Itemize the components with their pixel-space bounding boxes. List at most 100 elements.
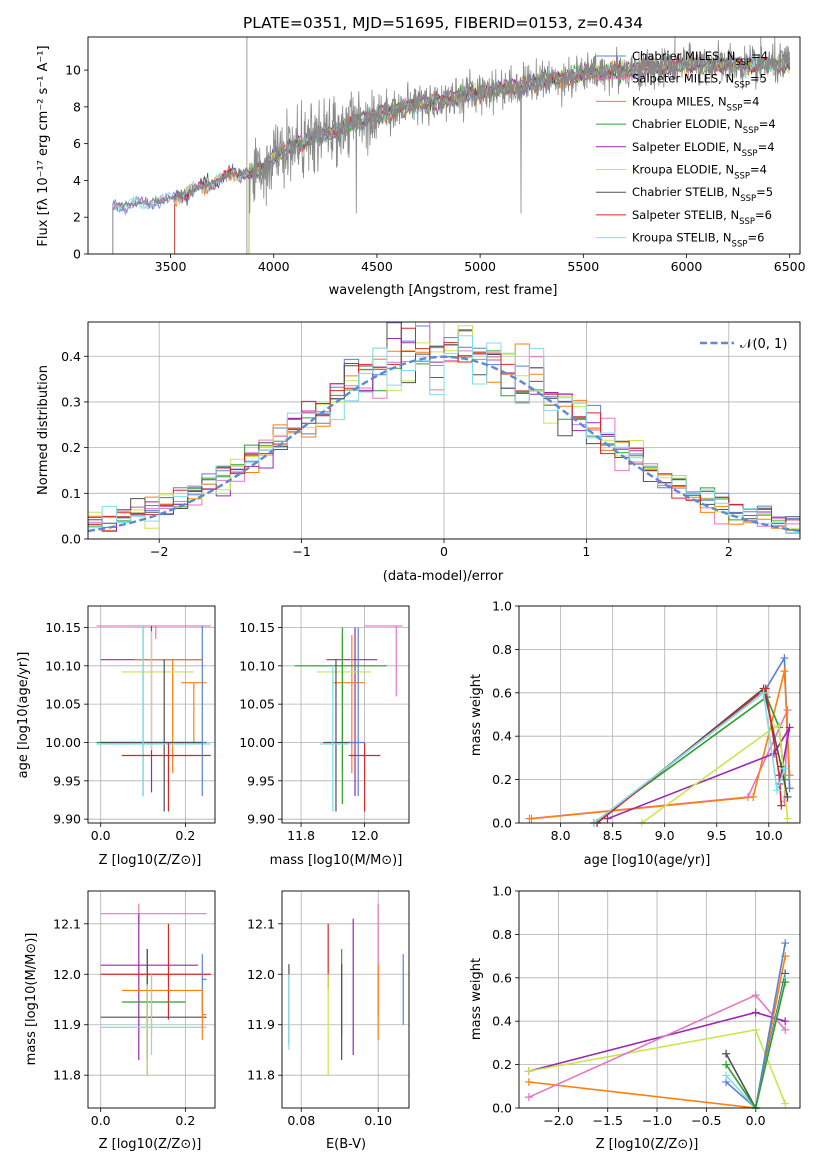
y-tick-label: 9.95 [53, 773, 81, 788]
weight-line [641, 724, 789, 824]
weight-marker [783, 706, 792, 715]
x-tick-label: 0 [440, 544, 448, 559]
weight-marker [761, 684, 770, 693]
x-tick-label: 6500 [774, 259, 806, 274]
x-tick-label: 2 [725, 544, 733, 559]
y-tick-label: 0.0 [492, 1101, 512, 1116]
y-tick-label: 12.1 [247, 916, 275, 931]
y-tick-label: 0.0 [61, 532, 81, 547]
agem-xlabel: mass [log10(M/M⊙)] [270, 853, 403, 868]
weight-marker [722, 1071, 731, 1080]
y-tick-label: 0.2 [492, 772, 512, 787]
x-tick-label: 0.0 [91, 828, 111, 843]
weight-marker [780, 764, 789, 773]
x-tick-label: −1.0 [642, 1113, 672, 1128]
x-tick-label: 5000 [464, 259, 496, 274]
legend-label: Chabrier STELIB, NSSP=5 [632, 185, 773, 204]
wz-xlabel: Z [log10(Z/Z⊙)] [596, 1137, 699, 1152]
y-tick-label: 12.0 [53, 967, 81, 982]
y-tick-label: 9.90 [53, 812, 81, 827]
agez-ylabel: age [log10(age/yr)] [16, 652, 31, 779]
y-tick-label: 10 [65, 63, 81, 78]
residual-histogram [88, 335, 800, 534]
mass-vs-z-panel: 0.0 0.2 11.8 11.9 12.0 12.1 [53, 890, 216, 1128]
weight-line [607, 727, 791, 820]
x-tick-label: −2 [150, 544, 168, 559]
y-tick-label: 10.05 [45, 697, 81, 712]
y-tick-label: 11.9 [247, 1017, 275, 1032]
residual-axes [87, 321, 801, 540]
x-tick-label: 0.0 [91, 1113, 111, 1128]
x-tick-label: 8.0 [551, 828, 571, 843]
mass-vs-ebv-panel: 0.08 0.10 11.8 11.9 12.0 12.1 [247, 890, 410, 1128]
agez-xlabel: Z [log10(Z/Z⊙)] [99, 853, 202, 868]
x-tick-label: 8.5 [603, 828, 623, 843]
y-tick-label: 8 [73, 99, 81, 114]
x-tick-label: 0.08 [287, 1113, 315, 1128]
weight-marker [751, 1025, 760, 1034]
x-tick-label: 10.0 [755, 828, 783, 843]
weight-marker [751, 1008, 760, 1017]
spectrum-xlabel: wavelength [Angstrom, rest frame] [329, 283, 558, 298]
y-tick-label: 1.0 [492, 599, 512, 614]
y-tick-label: 0.4 [61, 349, 81, 364]
y-tick-label: 12.0 [247, 967, 275, 982]
y-tick-label: 0.2 [61, 440, 81, 455]
y-tick-label: 10.10 [239, 658, 275, 673]
weight-marker [783, 792, 792, 801]
legend-label: Kroupa STELIB, NSSP=6 [632, 231, 764, 250]
y-tick-label: 0.1 [61, 486, 81, 501]
reference-legend-label: 𝒩(0, 1) [740, 337, 787, 352]
weight-marker [781, 1025, 790, 1034]
weight-marker [781, 939, 790, 948]
massebv-xlabel: E(B-V) [326, 1137, 366, 1152]
weight-marker [785, 723, 794, 732]
y-tick-label: 0.8 [492, 927, 512, 942]
x-tick-label: 9.5 [707, 828, 727, 843]
x-tick-label: 6000 [671, 259, 703, 274]
y-tick-label: 10.15 [45, 620, 81, 635]
weight-marker [749, 792, 758, 801]
weight-marker [524, 1077, 533, 1086]
panel-axes [281, 605, 410, 824]
y-tick-label: 9.90 [247, 812, 275, 827]
massz-xlabel: Z [log10(Z/Z⊙)] [99, 1137, 202, 1152]
weight-marker [722, 1049, 731, 1058]
observed-spectrum-line [112, 37, 791, 254]
x-tick-label: 1 [582, 544, 590, 559]
x-tick-label: 12.0 [351, 828, 379, 843]
x-tick-label: 5500 [567, 259, 599, 274]
y-tick-label: 4 [73, 173, 81, 188]
weight-marker [781, 978, 790, 987]
legend-label: Chabrier ELODIE, NSSP=4 [632, 117, 776, 136]
y-tick-label: 0.8 [492, 642, 512, 657]
weight-marker [722, 1060, 731, 1069]
y-tick-label: 0.4 [492, 1014, 512, 1029]
panel-axes [87, 890, 216, 1109]
y-tick-label: 10.10 [45, 658, 81, 673]
y-tick-label: 6 [73, 136, 81, 151]
residual-ylabel: Normed distribution [36, 365, 51, 495]
panel-axes [281, 890, 410, 1109]
y-tick-label: 11.9 [53, 1017, 81, 1032]
weight-marker [775, 721, 784, 730]
age-vs-mass-panel: 11.8 12.0 9.90 9.95 10.00 10.05 10.10 10.15 [239, 605, 410, 843]
massz-ylabel: mass [log10(M/M⊙)] [24, 933, 39, 1066]
model-spectrum-line [112, 56, 791, 254]
weight-line [529, 709, 789, 820]
y-tick-label: 12.1 [53, 916, 81, 931]
weight-marker [780, 667, 789, 676]
weight-marker [781, 1099, 790, 1108]
y-tick-label: 0 [73, 247, 81, 262]
weight-line [593, 655, 791, 824]
age-vs-z-panel: 0.0 0.2 9.90 9.95 10.00 10.05 10.10 10.15 [45, 605, 216, 843]
x-tick-label: 3500 [155, 259, 187, 274]
y-tick-label: 0.4 [492, 729, 512, 744]
x-tick-label: −0.5 [691, 1113, 721, 1128]
weight-marker [785, 784, 794, 793]
normal-reference-curve [87, 355, 801, 533]
legend-label: Kroupa MILES, NSSP=4 [632, 94, 759, 113]
weight-marker [781, 1017, 790, 1026]
residual-panel: −2 −1 0 1 2 0.0 0.1 0.2 0.3 0.4 𝒩(0, 1) (data-mod… [36, 321, 801, 584]
